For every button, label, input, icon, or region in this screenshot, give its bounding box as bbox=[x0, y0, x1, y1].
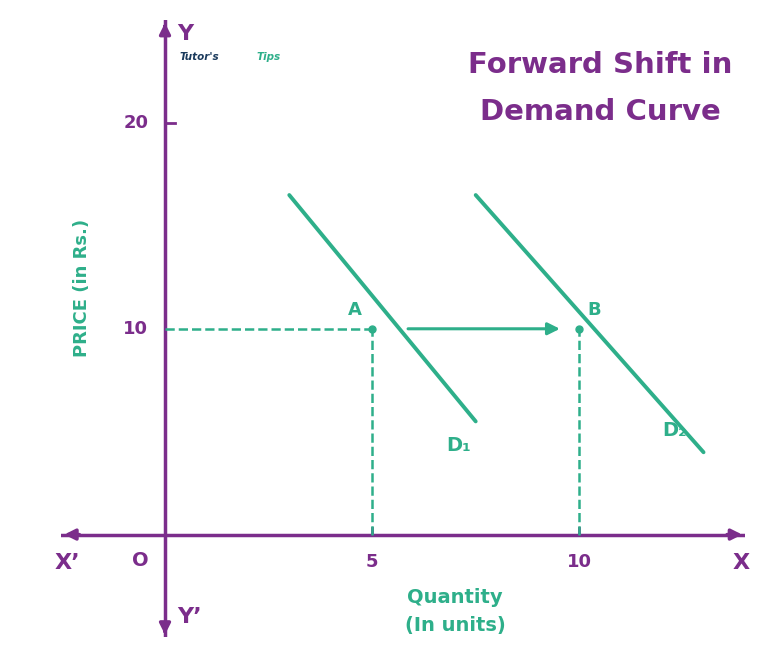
Text: Demand Curve: Demand Curve bbox=[479, 99, 720, 126]
Text: B: B bbox=[588, 301, 601, 319]
Text: 10: 10 bbox=[567, 553, 592, 571]
Text: PRICE (in Rs.): PRICE (in Rs.) bbox=[73, 219, 91, 357]
Text: Tutor's: Tutor's bbox=[180, 52, 219, 62]
Text: Tips: Tips bbox=[257, 52, 280, 62]
Text: 10: 10 bbox=[124, 320, 148, 338]
Text: X: X bbox=[732, 553, 750, 573]
Text: Y’: Y’ bbox=[177, 607, 202, 627]
Text: Forward Shift in: Forward Shift in bbox=[468, 51, 732, 79]
Text: Quantity: Quantity bbox=[407, 588, 503, 607]
Text: (In units): (In units) bbox=[405, 617, 505, 635]
Text: 20: 20 bbox=[124, 114, 148, 132]
Text: Y: Y bbox=[177, 24, 194, 44]
Text: 5: 5 bbox=[366, 553, 379, 571]
Text: O: O bbox=[132, 551, 148, 570]
Text: X’: X’ bbox=[55, 553, 81, 573]
Text: A: A bbox=[348, 301, 362, 319]
Text: D₁: D₁ bbox=[447, 435, 472, 455]
Text: D₂: D₂ bbox=[662, 421, 687, 440]
